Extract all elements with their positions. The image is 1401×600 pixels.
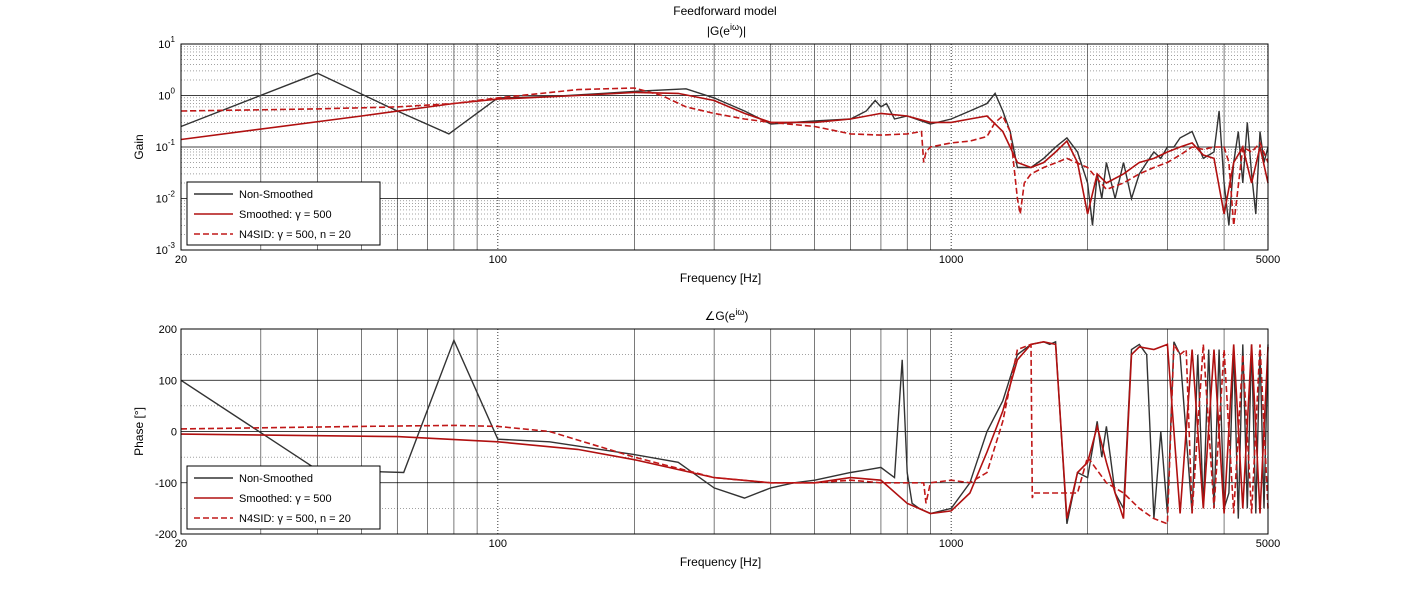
y-tick-label: 200: [159, 324, 177, 336]
subplot-title: |G(eiω)|: [707, 22, 746, 38]
x-tick-label: 1000: [939, 254, 963, 266]
x-tick-label: 100: [489, 254, 507, 266]
x-tick-label: 20: [175, 538, 187, 550]
legend-label: Non-Smoothed: [239, 189, 313, 201]
series-line-n4sid: [180, 341, 1269, 525]
legend-label: Smoothed: γ = 500: [239, 493, 332, 505]
y-axis-label: Gain: [132, 134, 146, 159]
y-tick-label: 101: [158, 35, 175, 51]
legend-label: Smoothed: γ = 500: [239, 209, 332, 221]
y-tick-label: 10-1: [156, 138, 176, 154]
legend-label: Non-Smoothed: [239, 473, 313, 485]
y-tick-label: 100: [159, 375, 177, 387]
x-axis-label: Frequency [Hz]: [680, 555, 761, 569]
y-tick-label: 0: [171, 427, 177, 439]
series-line-non-smoothed: [180, 72, 1269, 226]
series-line-smoothed: [180, 91, 1269, 215]
legend-label: N4SID: γ = 500, n = 20: [239, 513, 351, 525]
x-axis-label: Frequency [Hz]: [680, 271, 761, 285]
y-axis-label: Phase [°]: [132, 407, 146, 456]
y-tick-label: 100: [158, 87, 175, 103]
series-line-n4sid: [180, 87, 1269, 226]
figure-title: Feedforward model: [673, 4, 776, 18]
y-tick-label: -100: [155, 478, 177, 490]
axes-frame: [180, 328, 1269, 535]
x-tick-label: 5000: [1256, 254, 1280, 266]
subplot-title: ∠G(eiω): [705, 307, 749, 323]
x-tick-label: 100: [489, 538, 507, 550]
gain-plot: 20 100 1000 5000 10-3 10-2 10-1 100 101 Frequency…: [132, 22, 1280, 285]
x-tick-label: 5000: [1256, 538, 1280, 550]
phase-plot: 20 100 1000 5000 -200 -100 0 100 200 Frequency [H…: [132, 307, 1280, 569]
y-tick-label: 10-3: [156, 241, 176, 257]
legend-label: N4SID: γ = 500, n = 20: [239, 229, 351, 241]
axes-frame: [180, 43, 1269, 251]
y-tick-label: 10-2: [156, 190, 176, 206]
y-tick-label: -200: [155, 529, 177, 541]
x-tick-label: 20: [175, 254, 187, 266]
x-tick-label: 1000: [939, 538, 963, 550]
